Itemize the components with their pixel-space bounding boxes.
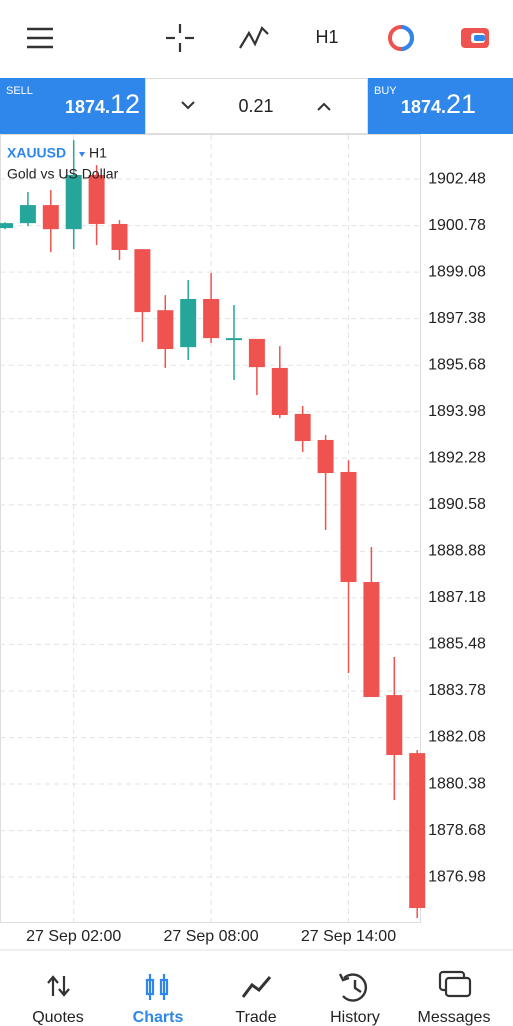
buy-price-main: 1874. [401,97,446,117]
x-tick-label: 27 Sep 14:00 [301,928,396,945]
chart: XAUUSD H1 Gold vs US Dollar 1902.48 1900.… [0,134,486,945]
y-tick-label: 1876.98 [428,868,486,885]
y-tick-label: 1899.08 [428,263,486,280]
candles [0,140,426,919]
candle-body [340,471,357,583]
candle-body [271,367,288,416]
crosshair-button[interactable] [166,24,194,52]
volume-box [145,78,368,134]
nav-item[interactable]: Charts [133,1009,184,1026]
candle-body [0,223,13,229]
symbol[interactable]: XAUUSD [7,145,66,161]
one-click-trading-button[interactable] [388,25,414,51]
volume-decrease[interactable] [181,101,195,110]
indicators-button[interactable] [239,26,269,49]
candle-body [317,439,334,474]
nav-item[interactable]: Trade [235,1009,276,1026]
y-tick-label: 1885.48 [428,636,486,653]
candle-body [111,223,128,250]
candle-body [88,174,105,224]
menu-button[interactable] [27,27,53,49]
new-order-button[interactable] [461,28,489,48]
x-tick-label: 27 Sep 02:00 [26,928,121,945]
y-tick-label: 1880.38 [428,775,486,792]
y-tick-label: 1878.68 [428,822,486,839]
volume[interactable]: 0.21 [238,96,273,116]
toolbar: H1 [27,24,489,52]
candle-body [157,310,174,350]
y-tick-label: 1887.18 [428,589,486,606]
candle-body [386,695,403,756]
sell-price-main: 1874. [65,97,110,117]
y-tick-label: 1893.98 [428,403,486,420]
volume-increase[interactable] [317,102,331,111]
plot-area [0,134,421,923]
candle-body [42,205,59,230]
charts-icon [145,974,169,1000]
sell-label: SELL [6,85,33,97]
nav-item[interactable]: Messages [418,1009,491,1026]
candle-body [134,249,151,313]
buy-button[interactable] [368,78,513,134]
sell-price-big: 12 [110,89,140,119]
y-tick-label: 1902.48 [428,170,486,187]
trade-panel: SELL 1874. 12 0.21 BUY 1874. 21 [0,78,513,134]
candle-body [248,338,265,368]
nav-item[interactable]: History [330,1009,380,1026]
quotes-icon [47,975,70,997]
trade-icon [241,976,272,998]
sell-button[interactable] [0,78,145,134]
y-tick-label: 1897.38 [428,310,486,327]
grid [0,135,420,922]
candle-body [226,338,242,341]
chart-timeframe: H1 [89,145,107,161]
candle-body [294,413,311,442]
y-tick-label: 1892.28 [428,450,486,467]
candle-body [203,298,220,339]
history-icon [338,973,368,1002]
y-tick-label: 1895.68 [428,356,486,373]
symbol-description: Gold vs US Dollar [7,166,119,182]
y-tick-label: 1882.08 [428,729,486,746]
candle-body [180,298,197,348]
y-tick-label: 1890.58 [428,496,486,513]
y-tick-label: 1900.78 [428,217,486,234]
timeframe-button[interactable]: H1 [315,27,338,47]
x-tick-label: 27 Sep 08:00 [163,928,258,945]
candle-body [363,582,380,697]
candle-body [19,205,36,224]
symbol-dropdown[interactable] [79,152,85,157]
bottom-nav: Quotes Charts Trade History Messages [0,949,513,1026]
candle-body [65,174,82,230]
nav-item[interactable]: Quotes [32,1009,84,1026]
messages-icon [438,970,472,998]
buy-price-big: 21 [446,89,476,119]
candle-body [409,753,426,909]
buy-label: BUY [374,85,397,97]
y-tick-label: 1888.88 [428,543,486,560]
y-tick-label: 1883.78 [428,682,486,699]
